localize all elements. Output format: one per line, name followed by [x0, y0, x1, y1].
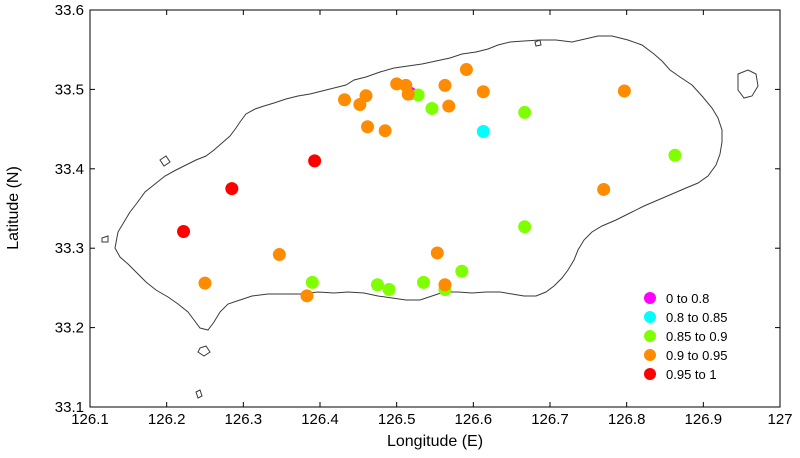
y-tick-label: 33.1 — [55, 399, 84, 416]
data-point — [438, 278, 452, 292]
data-point — [359, 89, 373, 103]
data-point — [425, 101, 439, 115]
data-point — [225, 182, 239, 196]
data-point — [459, 63, 473, 77]
data-point — [198, 276, 212, 290]
data-point — [272, 248, 286, 262]
x-tick-label: 126.5 — [378, 411, 416, 428]
x-tick-label: 126.9 — [685, 411, 723, 428]
y-axis: 33.1 33.2 33.3 33.4 33.5 33.6 — [55, 2, 780, 416]
data-point — [305, 275, 319, 289]
y-tick-label: 33.2 — [55, 320, 84, 337]
data-point — [518, 220, 532, 234]
y-tick-label: 33.4 — [55, 161, 84, 178]
data-point — [442, 99, 456, 113]
data-point — [476, 85, 490, 99]
x-tick-label: 126.2 — [148, 411, 186, 428]
data-point — [378, 124, 392, 138]
y-tick-label: 33.3 — [55, 240, 84, 257]
plot-frame — [89, 9, 781, 408]
legend-marker — [644, 330, 656, 342]
x-tick-label: 127 — [767, 411, 792, 428]
legend-label: 0.95 to 1 — [666, 367, 717, 382]
data-point — [300, 289, 314, 303]
data-point — [417, 275, 430, 289]
x-tick-label: 126.7 — [531, 411, 569, 428]
data-point — [382, 282, 396, 296]
x-tick-label: 126.8 — [608, 411, 646, 428]
legend-label: 0.9 to 0.95 — [666, 348, 727, 363]
data-point — [338, 93, 352, 107]
data-point — [617, 84, 631, 98]
x-tick-label: 126.6 — [455, 411, 493, 428]
data-point — [361, 120, 375, 134]
data-point — [518, 105, 532, 119]
data-point — [411, 88, 425, 102]
data-point — [430, 246, 444, 260]
legend-marker — [644, 368, 656, 380]
data-point — [308, 154, 322, 168]
data-point — [597, 182, 611, 196]
y-tick-label: 33.6 — [55, 2, 84, 19]
y-axis-label: Latitude (N) — [5, 166, 22, 250]
data-point — [476, 124, 490, 138]
y-tick-label: 33.5 — [55, 81, 84, 98]
x-tick-label: 126.3 — [225, 411, 263, 428]
legend: 0 to 0.8 0.8 to 0.85 0.85 to 0.9 0.9 to 0.9… — [644, 291, 727, 382]
x-tick-label: 126.4 — [301, 411, 339, 428]
x-axis-label: Longitude (E) — [387, 433, 483, 450]
x-axis: 126.1 126.2 126.3 126.4 126.5 126.6 126.7 126.8… — [71, 10, 793, 428]
data-point — [438, 78, 452, 92]
legend-marker — [644, 311, 656, 323]
legend-label: 0.85 to 0.9 — [666, 329, 727, 344]
legend-label: 0.8 to 0.85 — [666, 310, 727, 325]
legend-marker — [644, 292, 656, 304]
data-points — [177, 63, 682, 303]
x-tick-label: 126.1 — [71, 411, 109, 428]
coastline-outline — [101, 35, 759, 399]
data-point — [177, 225, 191, 239]
legend-marker — [644, 349, 656, 361]
data-point — [401, 87, 415, 101]
data-point — [455, 264, 469, 278]
data-point — [668, 148, 682, 162]
data-point — [371, 278, 384, 292]
legend-label: 0 to 0.8 — [666, 291, 709, 306]
